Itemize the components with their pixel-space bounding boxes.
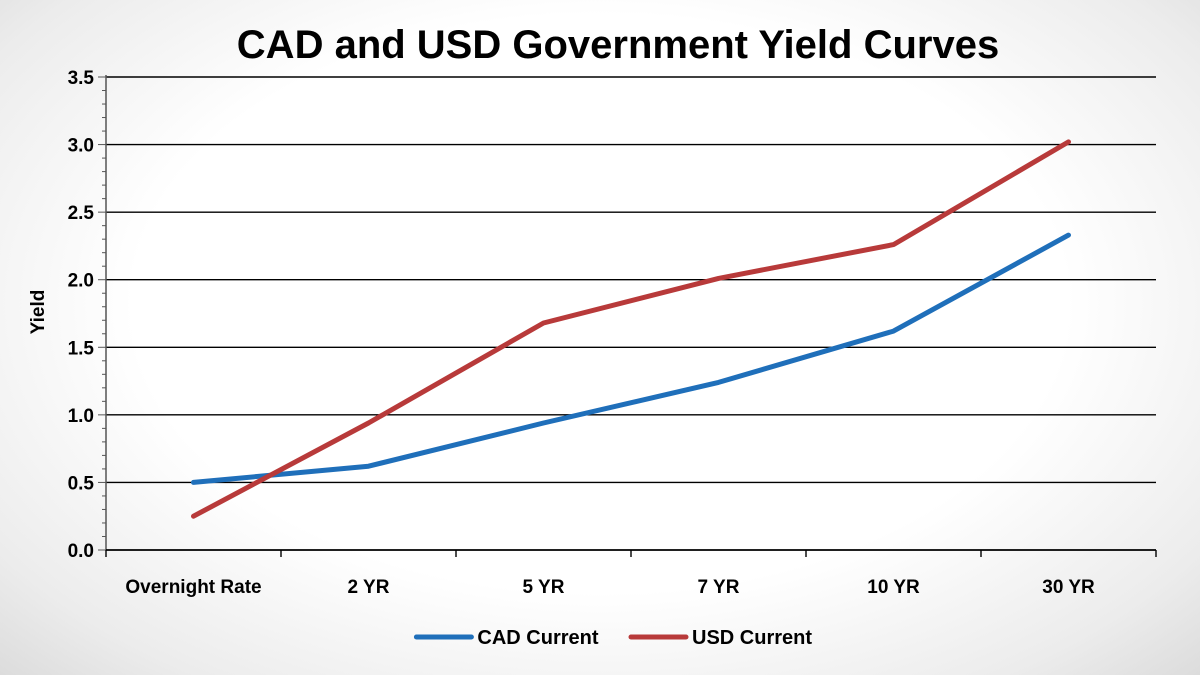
- x-tick-label: Overnight Rate: [125, 577, 261, 598]
- y-tick-labels: 0.0 0.5 1.0 1.5 2.0 2.5 3.0 3.5: [68, 68, 95, 562]
- x-tick-label: 10 YR: [867, 577, 920, 598]
- y-tick-label: 2.5: [68, 203, 95, 224]
- x-tick-labels: Overnight Rate 2 YR 5 YR 7 YR 10 YR 30 YR: [125, 577, 1095, 598]
- y-tick-label: 1.5: [68, 338, 95, 359]
- y-tick-label: 0.5: [68, 473, 95, 494]
- axes: [98, 75, 1157, 557]
- y-tick-label: 1.0: [68, 406, 94, 427]
- y-axis-label: Yield: [28, 290, 49, 335]
- legend-label: CAD Current: [477, 627, 598, 649]
- series-line-cad-current: [191, 232, 1071, 485]
- grid-lines: [106, 76, 1156, 484]
- x-tick-label: 7 YR: [698, 577, 740, 598]
- chart-title: CAD and USD Government Yield Curves: [237, 23, 999, 67]
- y-tick-label: 2.0: [68, 271, 94, 292]
- x-tick-label: 2 YR: [348, 577, 390, 598]
- y-tick-label: 3.5: [68, 68, 95, 89]
- y-tick-label: 3.0: [68, 136, 94, 157]
- legend: CAD Current USD Current: [413, 627, 812, 649]
- x-tick-label: 5 YR: [523, 577, 565, 598]
- series-lines: [191, 139, 1071, 519]
- series-line-usd-current: [191, 139, 1071, 519]
- x-tick-label: 30 YR: [1042, 577, 1095, 598]
- y-tick-label: 0.0: [68, 541, 94, 562]
- legend-label: USD Current: [692, 627, 812, 649]
